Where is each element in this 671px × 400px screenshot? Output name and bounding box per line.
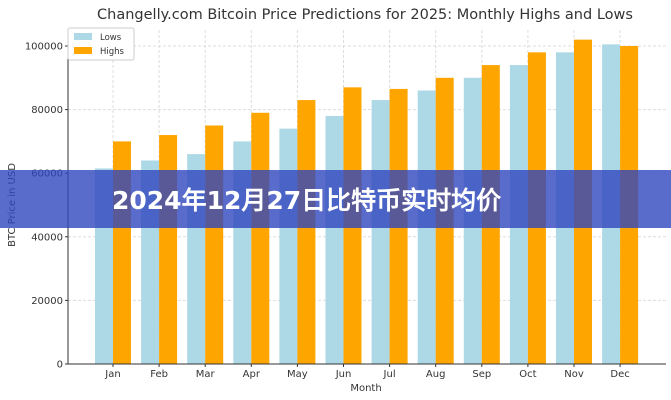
bar-lows-may — [279, 128, 298, 364]
bar-highs-may — [297, 100, 316, 364]
legend-label-highs: Highs — [100, 47, 125, 57]
banner-text: 2024年12月27日比特币实时均价 — [112, 186, 502, 215]
x-tick-label: Jan — [104, 369, 120, 380]
x-tick-label: May — [287, 369, 308, 380]
bar-lows-jul — [371, 100, 390, 364]
x-tick-label: Jun — [335, 369, 352, 380]
y-tick-label: 20000 — [31, 296, 63, 307]
x-tick-label: Sep — [472, 369, 491, 380]
x-tick-label: Aug — [426, 369, 446, 380]
x-tick-label: Apr — [243, 369, 261, 380]
x-tick-label: Oct — [519, 369, 536, 380]
chart-title: Changelly.com Bitcoin Price Predictions … — [97, 7, 633, 23]
legend-label-lows: Lows — [100, 33, 122, 43]
legend: Lows Highs — [67, 27, 135, 61]
bar-highs-apr — [251, 112, 270, 364]
bar-highs-mar — [205, 125, 224, 364]
title-banner: 2024年12月27日比特币实时均价 — [0, 170, 671, 228]
x-tick-label: Nov — [564, 369, 584, 380]
bar-lows-jun — [325, 115, 344, 365]
y-tick-label: 0 — [57, 360, 63, 371]
x-tick-label: Feb — [150, 369, 168, 380]
legend-swatch-highs — [74, 47, 92, 54]
x-tick-label: Dec — [610, 369, 629, 380]
y-tick-label: 100000 — [25, 42, 63, 53]
y-tick-label: 80000 — [31, 105, 63, 116]
y-tick-label: 40000 — [31, 232, 63, 243]
x-tick-label: Mar — [196, 369, 216, 380]
x-axis-label: Month — [350, 383, 381, 394]
legend-swatch-lows — [74, 33, 92, 40]
x-tick-label: Jul — [383, 369, 396, 380]
